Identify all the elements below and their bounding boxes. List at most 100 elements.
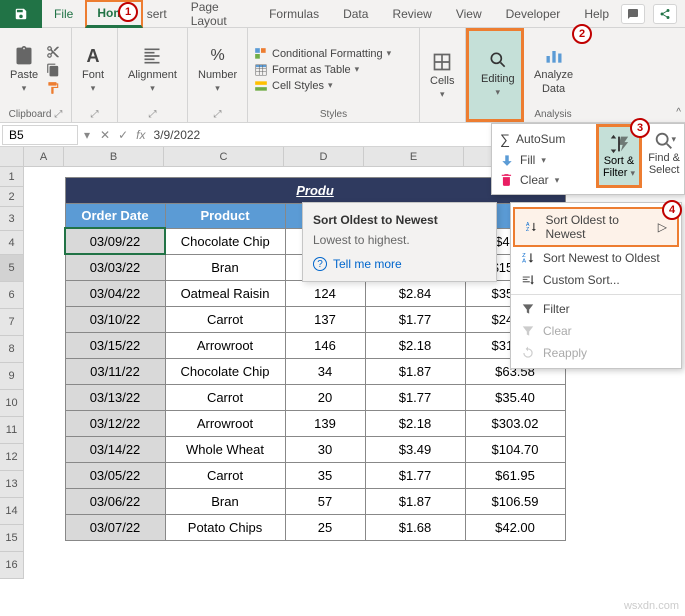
- table-cell[interactable]: Arrowroot: [165, 410, 285, 436]
- analyze-data-button[interactable]: AnalyzeData: [530, 43, 577, 97]
- sort-oldest-item[interactable]: AZSort Oldest to Newest▷: [513, 207, 679, 247]
- table-cell[interactable]: Potato Chips: [165, 514, 285, 540]
- table-cell[interactable]: Carrot: [165, 306, 285, 332]
- rowhead-15[interactable]: 15: [0, 525, 24, 552]
- cells-button[interactable]: Cells▾: [426, 49, 458, 102]
- colhead-B[interactable]: B: [64, 147, 164, 166]
- table-cell[interactable]: 35: [285, 462, 365, 488]
- conditional-formatting-button[interactable]: Conditional Formatting▾: [254, 47, 391, 61]
- table-cell[interactable]: $2.18: [365, 332, 465, 358]
- table-cell[interactable]: $1.77: [365, 306, 465, 332]
- table-cell[interactable]: $106.59: [465, 488, 565, 514]
- table-cell[interactable]: 34: [285, 358, 365, 384]
- colhead-A[interactable]: A: [24, 147, 64, 166]
- table-cell[interactable]: 03/04/22: [65, 280, 165, 306]
- table-cell[interactable]: 03/07/22: [65, 514, 165, 540]
- rowhead-8[interactable]: 8: [0, 336, 24, 363]
- select-all-corner[interactable]: [0, 147, 24, 166]
- table-cell[interactable]: $1.68: [365, 514, 465, 540]
- tab-page-layout[interactable]: Page Layout: [179, 0, 257, 28]
- table-cell[interactable]: 25: [285, 514, 365, 540]
- number-button[interactable]: %Number▾: [194, 43, 241, 96]
- colhead-C[interactable]: C: [164, 147, 284, 166]
- table-cell[interactable]: Whole Wheat: [165, 436, 285, 462]
- cancel-icon[interactable]: ✕: [100, 128, 110, 142]
- tab-developer[interactable]: Developer: [494, 0, 573, 28]
- rowhead-6[interactable]: 6: [0, 282, 24, 309]
- formula-input[interactable]: 3/9/2022: [154, 128, 201, 142]
- filter-item[interactable]: Filter: [511, 298, 681, 320]
- table-cell[interactable]: $35.40: [465, 384, 565, 410]
- copy-icon[interactable]: [46, 63, 60, 77]
- table-cell[interactable]: $3.49: [365, 436, 465, 462]
- rowhead-5[interactable]: 5: [0, 255, 24, 282]
- tab-formulas[interactable]: Formulas: [257, 0, 331, 28]
- table-cell[interactable]: $61.95: [465, 462, 565, 488]
- rowhead-1[interactable]: 1: [0, 167, 24, 187]
- rowhead-14[interactable]: 14: [0, 498, 24, 525]
- rowhead-13[interactable]: 13: [0, 471, 24, 498]
- table-cell[interactable]: 03/09/22: [65, 228, 165, 254]
- rowhead-16[interactable]: 16: [0, 552, 24, 579]
- table-cell[interactable]: $1.77: [365, 462, 465, 488]
- rowhead-10[interactable]: 10: [0, 390, 24, 417]
- table-cell[interactable]: 146: [285, 332, 365, 358]
- table-cell[interactable]: 03/03/22: [65, 254, 165, 280]
- rowhead-2[interactable]: 2: [0, 187, 24, 207]
- table-cell[interactable]: $1.87: [365, 358, 465, 384]
- table-cell[interactable]: 137: [285, 306, 365, 332]
- format-as-table-button[interactable]: Format as Table▾: [254, 63, 391, 77]
- table-cell[interactable]: 03/05/22: [65, 462, 165, 488]
- tab-file[interactable]: File: [42, 0, 85, 28]
- sort-newest-item[interactable]: ZASort Newest to Oldest: [511, 247, 681, 269]
- table-cell[interactable]: 30: [285, 436, 365, 462]
- table-cell[interactable]: $303.02: [465, 410, 565, 436]
- table-cell[interactable]: Chocolate Chip: [165, 358, 285, 384]
- table-cell[interactable]: $2.84: [365, 280, 465, 306]
- table-cell[interactable]: 03/10/22: [65, 306, 165, 332]
- table-cell[interactable]: $1.87: [365, 488, 465, 514]
- table-cell[interactable]: 03/06/22: [65, 488, 165, 514]
- cut-icon[interactable]: [46, 45, 60, 59]
- table-cell[interactable]: 57: [285, 488, 365, 514]
- table-cell[interactable]: $42.00: [465, 514, 565, 540]
- alignment-button[interactable]: Alignment▾: [124, 43, 181, 96]
- name-box[interactable]: B5: [2, 125, 78, 145]
- ribbon-collapse-icon[interactable]: ^: [676, 107, 681, 118]
- rowhead-12[interactable]: 12: [0, 444, 24, 471]
- table-cell[interactable]: Oatmeal Raisin: [165, 280, 285, 306]
- table-cell[interactable]: Bran: [165, 254, 285, 280]
- find-select-button[interactable]: Find & Select: [648, 130, 680, 176]
- rowhead-4[interactable]: 4: [0, 231, 24, 255]
- tab-view[interactable]: View: [444, 0, 494, 28]
- table-cell[interactable]: Arrowroot: [165, 332, 285, 358]
- table-cell[interactable]: 03/15/22: [65, 332, 165, 358]
- fx-icon[interactable]: fx: [136, 128, 145, 142]
- font-button[interactable]: AFont▾: [78, 43, 108, 96]
- paste-button[interactable]: Paste ▾: [6, 43, 42, 96]
- colhead-D[interactable]: D: [284, 147, 364, 166]
- table-cell[interactable]: $2.18: [365, 410, 465, 436]
- rowhead-11[interactable]: 11: [0, 417, 24, 444]
- tell-me-more-link[interactable]: ?Tell me more: [313, 257, 486, 271]
- enter-icon[interactable]: ✓: [118, 128, 128, 142]
- table-cell[interactable]: 03/14/22: [65, 436, 165, 462]
- rowhead-3[interactable]: 3: [0, 207, 24, 231]
- tab-insert[interactable]: sert: [143, 0, 179, 28]
- editing-button[interactable]: Editing▾: [477, 47, 519, 100]
- table-cell[interactable]: 03/11/22: [65, 358, 165, 384]
- table-cell[interactable]: 03/12/22: [65, 410, 165, 436]
- tab-data[interactable]: Data: [331, 0, 380, 28]
- table-cell[interactable]: Bran: [165, 488, 285, 514]
- table-cell[interactable]: $1.77: [365, 384, 465, 410]
- table-cell[interactable]: Carrot: [165, 462, 285, 488]
- format-painter-icon[interactable]: [46, 81, 60, 95]
- table-cell[interactable]: Carrot: [165, 384, 285, 410]
- table-cell[interactable]: $104.70: [465, 436, 565, 462]
- autosave-toggle[interactable]: [0, 0, 42, 28]
- table-cell[interactable]: 03/13/22: [65, 384, 165, 410]
- rowhead-7[interactable]: 7: [0, 309, 24, 336]
- table-cell[interactable]: 139: [285, 410, 365, 436]
- rowhead-9[interactable]: 9: [0, 363, 24, 390]
- tab-review[interactable]: Review: [380, 0, 443, 28]
